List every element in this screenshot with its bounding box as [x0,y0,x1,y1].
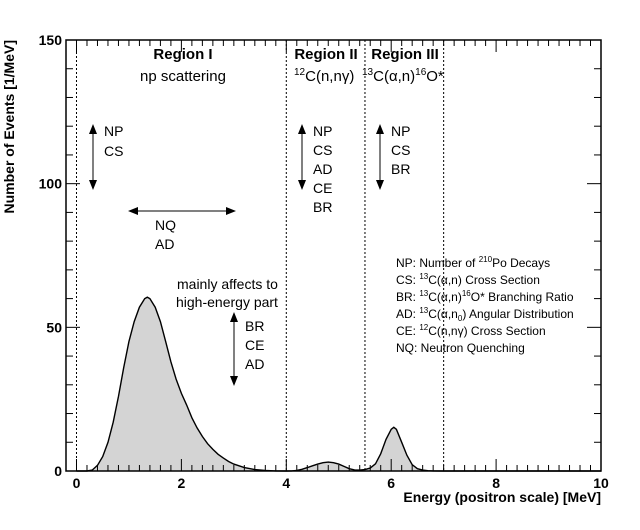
region2-vertical-arrow [298,124,306,190]
region3-subtitle: 13C(α,n)16O* [362,67,444,85]
legend-np-post: Po Decays [492,256,550,270]
legend-ce: CE: 12C(n,nγ) Cross Section [396,323,546,338]
region3-mid2: ,n) [398,68,416,85]
legend-ce-pre: CE: [396,324,419,338]
legend-cs-pre: CS: [396,273,419,287]
region3-end: O* [426,68,444,85]
y-tick-label-1: 50 [46,319,62,335]
x-tick-label-0: 0 [73,475,81,491]
region3-sup1: 13 [362,67,374,78]
region2-close: ) [349,68,354,85]
ad-label: AD [155,236,174,252]
legend-br-post: O* Branching Ratio [471,290,574,304]
x-tick-label-2: 4 [282,475,290,491]
legend-ad-pre: AD: [396,307,419,321]
lower-vertical-arrow [230,312,238,386]
region1-cs-label: CS [104,143,123,159]
legend-np-sup: 210 [479,255,493,264]
region2-ad-label: AD [313,161,332,177]
region3-br-label: BR [391,161,410,177]
region3-mid: C( [373,68,389,85]
region3-np-label: NP [391,123,410,139]
legend-cs-sup: 13 [419,272,428,281]
legend-nq-pre: NQ: Neutron Quenching [396,341,525,355]
region1-np-label: NP [104,123,123,139]
legend-np: NP: Number of 210Po Decays [396,255,550,270]
region2-np-label: NP [313,123,332,139]
legend-br-mid: C(α,n) [428,290,462,304]
legend-br-sup2: 16 [462,289,471,298]
legend-ad-post: ) Angular Distribution [462,307,573,321]
legend-ce-post: C(n,nγ) Cross Section [428,324,545,338]
x-tick-label-5: 10 [593,475,609,491]
lower-ce-label: CE [245,337,264,353]
y-tick-label-3: 150 [39,32,63,48]
legend-ad: AD: 13C(α,n0) Angular Distribution [396,306,574,323]
legend-ad-sup: 13 [419,306,428,315]
x-tick-label-4: 8 [492,475,500,491]
y-tick-label-0: 0 [54,463,62,479]
legend-br-sup: 13 [419,289,428,298]
region3-alpha: α [389,68,398,85]
nq-label: NQ [155,217,176,233]
mainly-affects-line2: high-energy part [176,294,278,310]
plot-frame [65,39,602,472]
abbreviation-legend: NP: Number of 210Po Decays CS: 13C(α,n) … [396,255,574,355]
y-axis-title: Number of Events [1/MeV] [1,40,17,213]
mainly-affects-line1: mainly affects to [177,276,278,292]
nq-horizontal-arrow [128,207,236,215]
region3-title: Region III [371,46,439,63]
region2-text: C(n,n [305,68,342,85]
region3-cs-label: CS [391,142,410,158]
y-tick-label-2: 100 [39,176,63,192]
series-fill-0 [76,297,602,471]
legend-br-pre: BR: [396,290,419,304]
region1-subtitle: np scattering [140,68,226,85]
x-axis-title: Energy (positron scale) [MeV] [403,489,601,505]
legend-cs-post: C(α,n) Cross Section [428,273,540,287]
legend-ce-sup: 12 [419,323,428,332]
region3-sup2: 16 [415,67,427,78]
region2-cs-label: CS [313,142,332,158]
region2-sup: 12 [294,67,306,78]
region1-vertical-arrow [89,124,97,190]
legend-np-pre: NP: Number of [396,256,479,270]
region3-vertical-arrow [376,124,384,190]
region2-ce-label: CE [313,180,332,196]
legend-cs: CS: 13C(α,n) Cross Section [396,272,540,287]
region2-subtitle: 12C(n,nγ) [294,67,354,85]
legend-ad-sub: 0 [458,314,463,323]
x-tick-label-1: 2 [177,475,185,491]
legend-br: BR: 13C(α,n)16O* Branching Ratio [396,289,574,304]
legend-nq: NQ: Neutron Quenching [396,341,525,355]
region2-br-label: BR [313,199,332,215]
region2-greek: γ [342,68,350,85]
region1-title: Region I [153,46,212,63]
lower-ad-label: AD [245,356,264,372]
region2-title: Region II [294,46,357,63]
lower-br-label: BR [245,318,264,334]
legend-ad-mid: C(α,n [428,307,458,321]
x-tick-label-3: 6 [387,475,395,491]
